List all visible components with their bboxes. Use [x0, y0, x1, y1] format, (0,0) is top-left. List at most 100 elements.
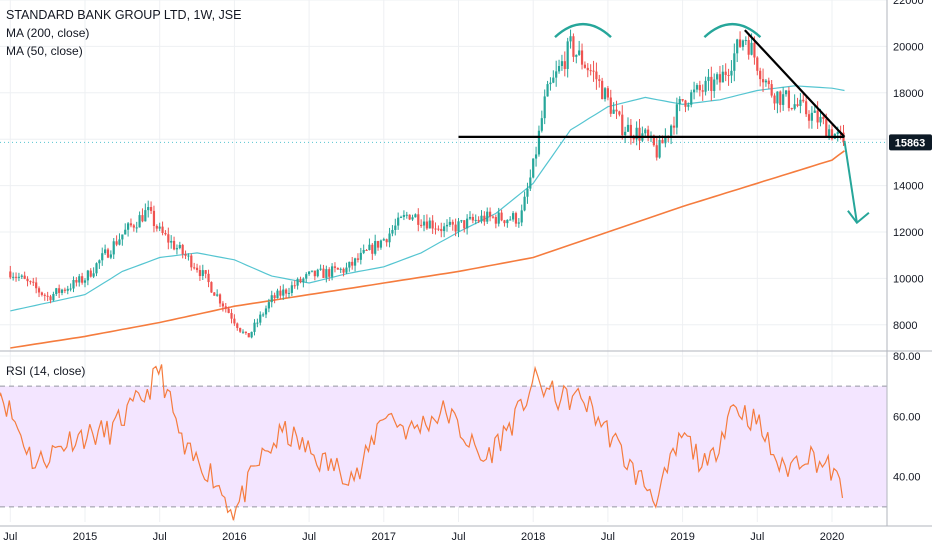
candle-body [615, 109, 618, 112]
candle-body [540, 118, 543, 131]
candle-body [698, 85, 701, 91]
candle-body [342, 268, 345, 273]
candle-body [382, 239, 385, 241]
rsi-tick-label: 40.00 [893, 472, 921, 484]
candle-body [147, 207, 150, 211]
candle-body [333, 266, 337, 268]
candle-body [454, 224, 457, 232]
candle-body [718, 74, 722, 83]
candle-body [164, 233, 167, 235]
candle-body [75, 280, 78, 283]
candle-body [273, 295, 276, 299]
candle-body [589, 70, 592, 72]
candle-body [126, 223, 130, 230]
legend-ma200: MA (200, close) [6, 26, 90, 40]
candle-body [514, 213, 518, 224]
candle-body [55, 288, 58, 295]
candle-body [756, 57, 759, 71]
x-tick-label: 2016 [222, 531, 246, 543]
candle-body [172, 240, 176, 250]
candle-body [46, 295, 49, 297]
candle-body [259, 314, 262, 323]
candle-body [40, 292, 44, 295]
candle-body [618, 111, 621, 115]
candle-body [376, 241, 380, 248]
candle-body [486, 211, 489, 222]
candle-body [572, 36, 575, 57]
candle-body [95, 263, 98, 274]
candle-body [368, 244, 371, 251]
candle-body [583, 64, 587, 68]
candle-body [440, 228, 443, 232]
price-tick-label: 20000 [893, 41, 924, 53]
candle-body [701, 90, 704, 92]
candle-body [152, 210, 156, 226]
candle-body [776, 91, 779, 104]
candle-body [830, 129, 834, 139]
candle-body [362, 249, 365, 253]
peak-arc-right [703, 23, 762, 38]
candle-body [592, 70, 595, 72]
candle-body [402, 215, 406, 217]
rsi-tick-label: 80.00 [893, 351, 921, 363]
x-tick-label: Jul [302, 531, 316, 543]
candle-body [213, 292, 216, 296]
candle-body [549, 82, 552, 85]
candle-body [391, 229, 394, 234]
candle-body [256, 322, 259, 324]
candle-body [451, 221, 454, 225]
candle-body [129, 223, 133, 226]
candle-body [799, 99, 802, 106]
candle-body [537, 130, 541, 155]
x-tick-label: 2019 [670, 531, 694, 543]
candle-body [83, 280, 87, 283]
candle-body [49, 296, 52, 301]
candle-body [132, 225, 135, 228]
candle-body [313, 270, 316, 277]
candle-body [379, 240, 383, 248]
rsi-band-fill [0, 386, 887, 507]
candle-body [287, 292, 291, 294]
candle-body [638, 127, 641, 141]
ma200-series [10, 150, 845, 349]
candle-body [736, 39, 739, 54]
candle-body [299, 278, 302, 283]
candle-body [474, 219, 477, 221]
candle-body [489, 211, 492, 217]
candle-body [149, 207, 153, 211]
candle-body [675, 104, 678, 128]
descending-trendline [744, 29, 846, 138]
rsi-tick-label: 60.00 [893, 411, 921, 423]
candle-body [348, 261, 351, 268]
candle-body [290, 285, 293, 293]
candle-body [520, 210, 523, 223]
candle-body [218, 294, 222, 304]
candle-body [503, 220, 506, 224]
candle-body [394, 225, 397, 230]
candle-body [118, 239, 121, 245]
ma50-line [10, 85, 845, 312]
candle-body [491, 216, 495, 218]
candle-body [586, 67, 589, 71]
candle-body [695, 85, 699, 90]
candle-body [230, 312, 233, 319]
candle-body [244, 331, 247, 334]
candle-body [23, 275, 26, 279]
candle-body [247, 333, 250, 338]
candle-body [345, 267, 348, 273]
candle-body [822, 116, 825, 120]
candle-body [790, 108, 793, 110]
candle-body [422, 221, 426, 226]
candle-body [825, 119, 828, 137]
x-tick-label: Jul [601, 531, 615, 543]
candle-body [578, 50, 581, 55]
candle-body [546, 84, 549, 97]
candle-body [308, 271, 311, 275]
candle-body [796, 104, 799, 106]
candle-body [807, 114, 811, 121]
peak-arc-left [554, 23, 612, 38]
candle-body [201, 270, 204, 276]
candle-body [282, 289, 285, 296]
ma200-line [10, 150, 845, 349]
